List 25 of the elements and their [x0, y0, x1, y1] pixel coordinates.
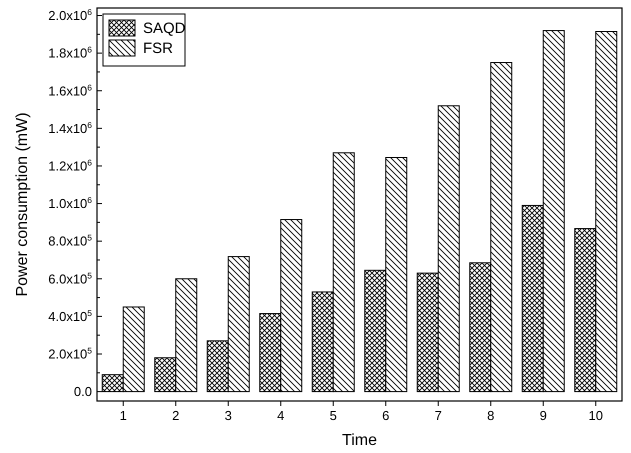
x-tick-label: 8: [487, 408, 494, 423]
y-tick-label: 1.2x10$^{6}$: [48, 158, 92, 174]
y-tick-label: 1.6x10$^{6}$: [48, 82, 92, 98]
y-tick-label: 1.4x10$^{6}$: [48, 120, 92, 136]
x-axis-title: Time: [342, 432, 378, 449]
y-tick-label: 2.0x10$^{6}$: [48, 7, 92, 24]
x-tick-label: 4: [277, 408, 284, 423]
x-tick-label: 10: [588, 408, 603, 423]
y-axis-title: Power consumption (mW): [14, 112, 31, 297]
x-tick-label: 1: [120, 408, 127, 423]
x-tick-label: 6: [382, 408, 390, 423]
x-tick-label: 7: [434, 408, 442, 423]
y-tick-label: 8.0x10$^{5}$: [48, 232, 92, 249]
y-tick-label: 2.0x10$^{5}$: [48, 346, 92, 362]
y-tick-label: 4.0x10$^{5}$: [48, 308, 92, 324]
y-tick-label: 1.8x10$^{6}$: [48, 44, 92, 61]
legend-label: FSR: [143, 40, 174, 57]
legend-label: SAQD: [143, 20, 186, 37]
x-tick-label: 3: [224, 408, 232, 423]
y-tick-label: 0.0: [74, 384, 92, 400]
x-tick-label: 2: [172, 408, 180, 423]
x-tick-label: 5: [330, 408, 337, 423]
y-tick-label: 6.0x10$^{5}$: [48, 270, 92, 286]
y-tick-label: 1.0x10$^{6}$: [48, 195, 92, 212]
x-tick-label: 9: [540, 408, 547, 423]
